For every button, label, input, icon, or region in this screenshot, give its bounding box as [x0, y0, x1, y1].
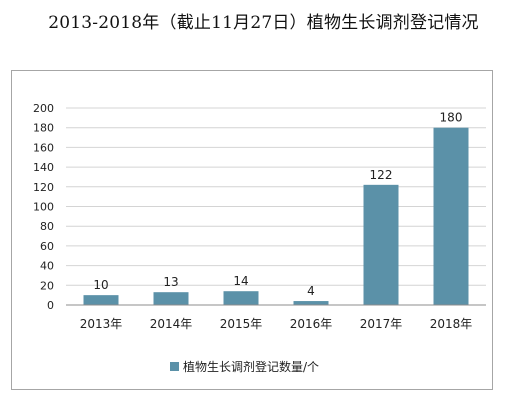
data-label: 13 — [163, 275, 178, 289]
y-tick-label: 20 — [40, 279, 54, 292]
x-axis-ticks: 2013年 2014年 2015年 2016年 2017年 2018年 — [80, 317, 473, 331]
y-tick-label: 180 — [33, 122, 54, 135]
legend-swatch — [170, 361, 179, 371]
y-tick-label: 60 — [40, 240, 54, 253]
gridlines — [66, 107, 486, 286]
legend: 植物生长调剂登记数量/个 — [170, 358, 319, 374]
x-tick-label: 2018年 — [430, 317, 473, 331]
y-tick-label: 0 — [47, 299, 54, 312]
x-tick-label: 2015年 — [220, 317, 263, 331]
y-axis-ticks: 0 20 40 60 80 100 120 140 160 180 200 — [33, 102, 54, 312]
data-labels: 10 13 14 4 122 180 — [93, 111, 462, 298]
x-tick-label: 2014年 — [150, 317, 193, 331]
x-tick-label: 2013年 — [80, 317, 123, 331]
data-label: 180 — [440, 111, 463, 125]
y-tick-label: 200 — [33, 102, 54, 115]
bar — [363, 184, 399, 305]
bar — [293, 301, 329, 305]
chart-title: 2013-2018年（截止11月27日）植物生长调剂登记情况 — [48, 13, 479, 33]
bars — [83, 127, 469, 305]
data-label: 14 — [233, 274, 248, 288]
y-tick-label: 80 — [40, 220, 54, 233]
y-tick-label: 120 — [33, 181, 54, 194]
bar — [223, 291, 259, 305]
y-tick-label: 160 — [33, 141, 54, 154]
chart-frame — [11, 70, 493, 390]
bar — [153, 292, 189, 305]
data-label: 10 — [93, 278, 108, 292]
y-tick-label: 140 — [33, 161, 54, 174]
y-tick-label: 40 — [40, 260, 54, 273]
x-tick-label: 2017年 — [360, 317, 403, 331]
y-tick-label: 100 — [33, 201, 54, 214]
bar — [83, 295, 119, 305]
data-label: 4 — [307, 284, 315, 298]
legend-label: 植物生长调剂登记数量/个 — [183, 359, 320, 374]
data-label: 122 — [370, 168, 393, 182]
x-tick-label: 2016年 — [290, 317, 333, 331]
bar — [433, 127, 469, 305]
